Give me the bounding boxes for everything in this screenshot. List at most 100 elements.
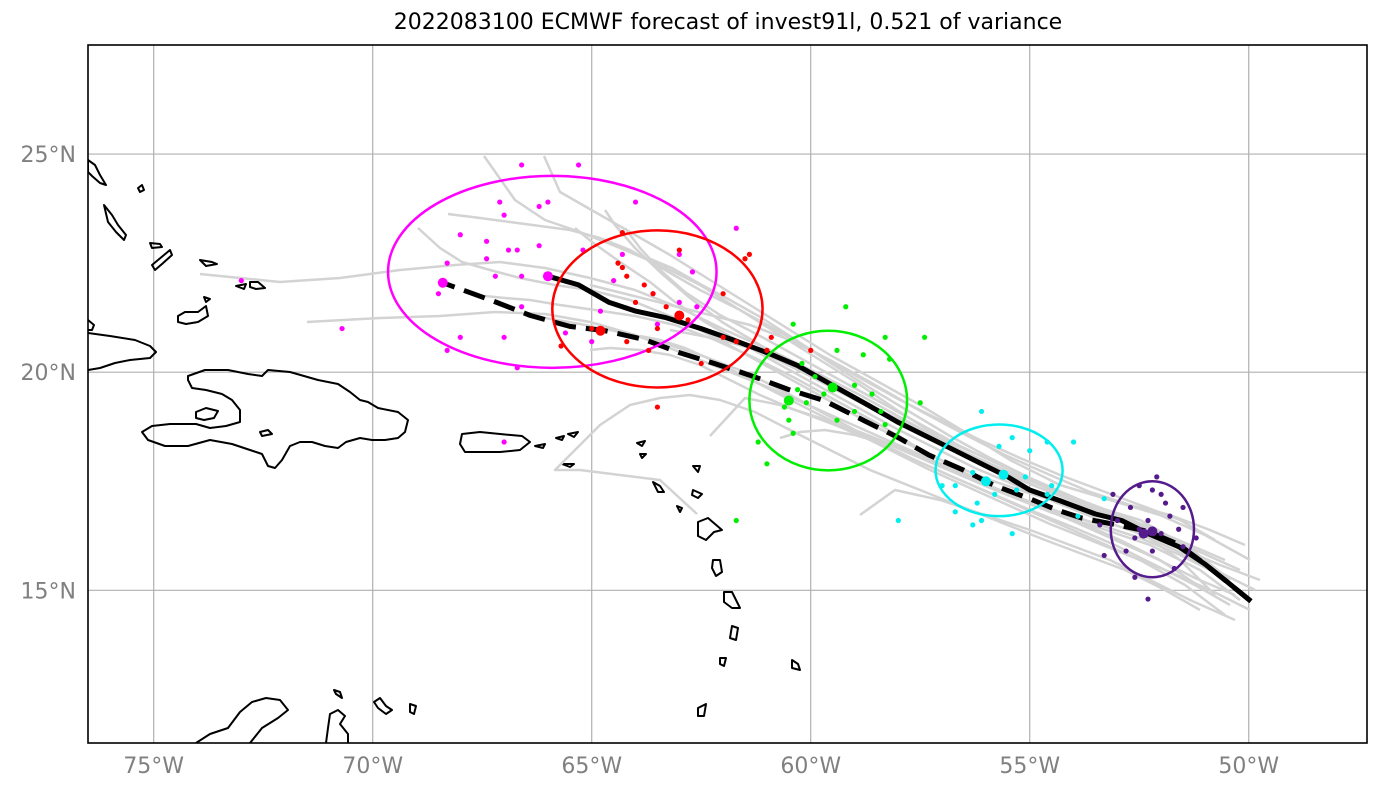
member-point [952,483,958,489]
x-tick-label: 55°W [999,754,1060,779]
member-point [619,251,625,257]
member-point [694,304,700,310]
member-point [808,347,814,353]
y-tick-label: 15°N [21,579,76,604]
member-point [501,334,507,340]
barbados [791,659,801,671]
ensemble-track [779,428,1236,597]
member-point [545,199,551,205]
member-point [1158,531,1164,537]
member-point [742,256,748,262]
member-point [663,304,669,310]
member-point [781,404,788,410]
member-point [1158,491,1164,497]
member-point [589,339,595,345]
y-tick-label: 25°N [21,143,76,168]
member-point [654,325,661,332]
member-point [851,408,858,415]
member-point [878,408,884,415]
member-point [720,334,726,340]
member-point [764,461,770,467]
member-point [562,330,569,336]
member-point [790,430,796,436]
member-point [1132,574,1138,580]
member-point [654,404,661,410]
x-tick-label: 65°W [561,754,622,779]
member-point [1114,517,1120,524]
member-point [1123,548,1129,554]
member-point [922,334,928,340]
member-point [869,391,875,397]
member-point [970,522,976,528]
member-point [501,439,507,445]
ensemble-tracks [199,155,1261,622]
member-point [790,321,796,327]
ensemble-groups [238,162,1199,602]
member-point [435,291,442,297]
member-point [970,469,976,476]
member-point [536,243,542,249]
member-point [505,247,512,253]
bahamas-coast-3 [137,184,145,193]
member-point [676,251,682,257]
member-point [992,491,998,497]
ensemble-track [553,393,1201,612]
member-point [444,260,450,266]
mayaguana [177,305,209,325]
member-point [895,517,901,524]
member-point [764,347,770,353]
group [733,304,928,524]
coastlines [88,159,801,743]
member-point [1013,487,1020,493]
jamaica [195,407,219,421]
member-point [689,269,696,275]
member-point [1101,552,1107,559]
st-vincent [719,657,727,667]
member-point [794,387,801,393]
member-point [457,232,463,238]
member-point [1149,548,1155,554]
member-point [1180,504,1186,511]
x-tick-label: 50°W [1218,754,1279,779]
member-point [514,247,520,253]
member-point [978,517,985,524]
member-point [746,251,753,257]
ensemble-track [859,488,1236,622]
member-point [1167,513,1173,519]
member-point [611,277,617,284]
y-tick-label: 20°N [21,361,76,386]
bahamas-coast-2 [103,204,127,241]
member-point [1110,491,1116,497]
inagua [203,296,211,303]
member-point [1132,535,1138,541]
uncertainty-ellipse [551,229,764,389]
st-lucia [729,625,739,641]
member-point [483,238,490,244]
member-point [768,334,774,340]
caicos-3 [249,281,266,290]
member-point [821,391,827,397]
member-point [720,291,726,297]
member-point [698,360,704,367]
montserrat [676,505,683,513]
member-point [917,400,923,406]
aruba-curacao [333,689,343,699]
ensemble-position-marker [783,395,794,406]
member-point [1070,439,1077,445]
member-point [1022,474,1028,480]
member-point [978,408,985,415]
member-point [860,352,866,358]
member-point [733,225,739,231]
member-point [641,282,647,288]
member-point [632,199,639,205]
turks-caicos [199,259,218,267]
member-point [676,247,682,253]
margarita-island [373,697,393,715]
saint-martin [639,453,647,459]
member-point [1097,522,1103,528]
uncertainty-ellipse [386,174,718,370]
member-point [851,382,858,388]
member-point [575,162,582,168]
member-point [834,417,840,423]
mean-position-marker [827,382,838,393]
